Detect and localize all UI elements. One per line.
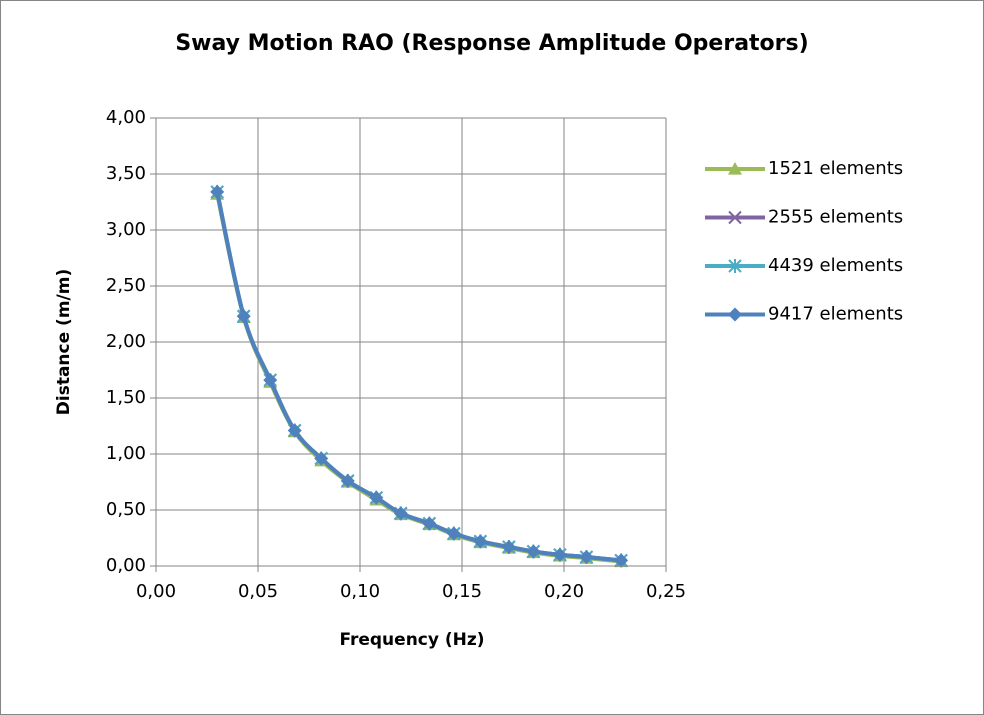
- x-tick-label: 0,05: [238, 581, 278, 602]
- y-tick-label: 3,50: [106, 163, 146, 184]
- y-tick-label: 4,00: [106, 107, 146, 128]
- marker: [473, 534, 488, 549]
- x-tick-label: 0,25: [646, 581, 686, 602]
- marker: [614, 553, 629, 568]
- legend-marker: [728, 162, 742, 175]
- legend-label: 4439 elements: [768, 255, 903, 276]
- y-tick-label: 0,00: [106, 555, 146, 576]
- x-axis-label: Frequency (Hz): [339, 630, 484, 650]
- y-tick-label: 1,00: [106, 443, 146, 464]
- legend-label: 9417 elements: [768, 304, 903, 325]
- y-tick-label: 0,50: [106, 499, 146, 520]
- marker: [579, 550, 594, 565]
- marker: [340, 473, 355, 488]
- marker: [422, 516, 437, 531]
- x-tick-label: 0,10: [340, 581, 380, 602]
- x-tick-label: 0,00: [136, 581, 176, 602]
- y-tick-label: 3,00: [106, 219, 146, 240]
- marker: [526, 544, 541, 559]
- legend-label: 1521 elements: [768, 158, 903, 179]
- y-tick-label: 2,50: [106, 275, 146, 296]
- marker: [552, 547, 567, 562]
- chart-title: Sway Motion RAO (Response Amplitude Oper…: [175, 31, 808, 56]
- y-tick-label: 1,50: [106, 387, 146, 408]
- y-tick-label: 2,00: [106, 331, 146, 352]
- legend-marker: [728, 210, 742, 225]
- marker: [501, 539, 516, 554]
- x-tick-label: 0,20: [544, 581, 584, 602]
- marker: [314, 451, 329, 466]
- marker: [369, 490, 384, 505]
- legend-marker: [728, 307, 742, 322]
- legend-marker: [728, 259, 742, 273]
- marker: [210, 184, 225, 199]
- marker: [393, 506, 408, 521]
- y-axis-label: Distance (m/m): [54, 269, 74, 415]
- legend-label: 2555 elements: [768, 207, 903, 228]
- marker: [236, 309, 251, 324]
- marker: [446, 526, 461, 541]
- marker: [263, 373, 278, 388]
- marker: [287, 423, 302, 438]
- x-tick-label: 0,15: [442, 581, 482, 602]
